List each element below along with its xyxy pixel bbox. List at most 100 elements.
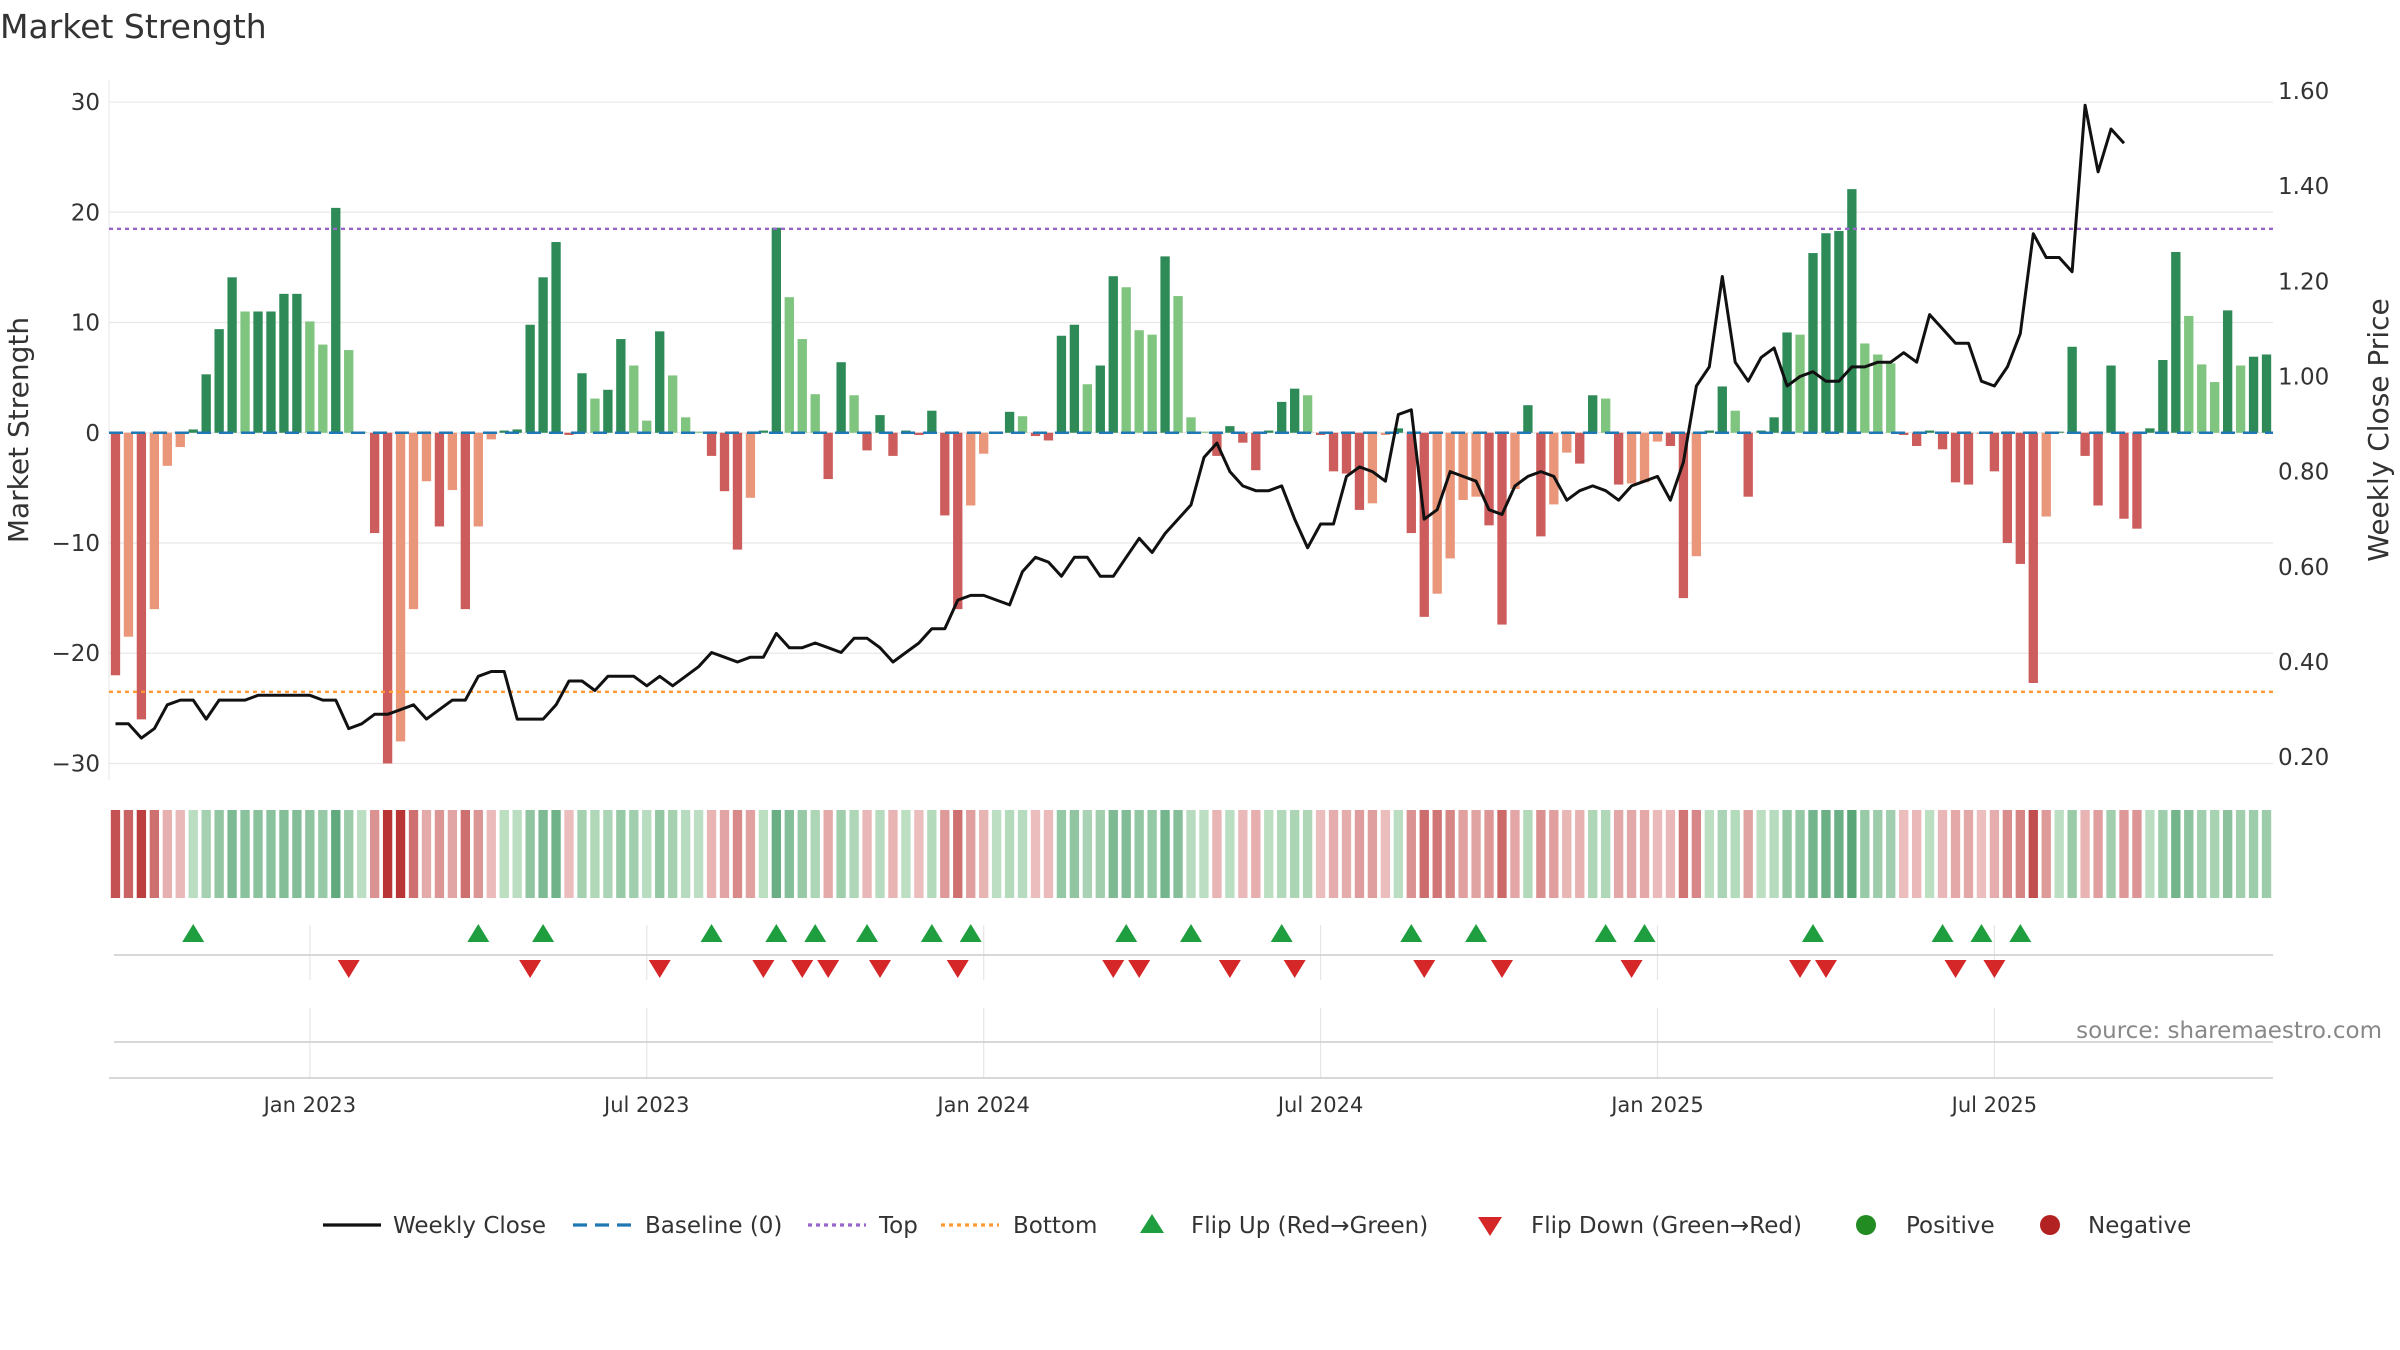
heat-cell [1004,810,1015,898]
heat-cell [2171,810,2181,898]
heat-cell [823,810,833,898]
left-tick-label: 30 [71,90,100,116]
strength-bar [2158,360,2168,433]
heat-cell [525,810,535,898]
heat-cell [629,810,639,898]
heat-cell [1626,810,1637,898]
strength-bar [1121,287,1131,433]
heat-cell [344,810,354,898]
strength-bar [1924,430,1935,433]
flip-markers-panel [114,924,2273,980]
heat-cell [1937,810,1948,898]
heat-cell [1056,810,1067,898]
strength-bar [2002,432,2013,543]
heat-cell [2184,810,2194,898]
heat-cell [408,810,419,898]
flip-up-marker [1270,924,1293,942]
heat-cell [1860,810,1870,898]
heat-cell [1782,810,1792,898]
heat-cell [668,810,678,898]
heat-cell [784,810,794,898]
heat-cell [512,810,522,898]
axes: 30 20 10 0 −10 −20 −30 1.60 1.40 1.20 1.00 0.80 0.60… [51,79,2329,1117]
strength-bar [1950,432,1961,483]
flip-down-marker [752,960,775,978]
strength-bar [2106,365,2116,433]
strength-bar [1678,432,1689,599]
right-tick-label: 1.60 [2278,79,2329,105]
heat-cell [1497,810,1507,898]
flip-up-marker [1594,924,1617,942]
heat-cell [1950,810,1961,898]
heat-cell [2093,810,2103,898]
heat-cell [1691,810,1702,898]
strength-bar [590,398,600,433]
strength-bar [1419,432,1429,617]
strength-bar [966,432,976,506]
strength-bar [227,277,237,433]
strength-bar [940,432,950,516]
heat-cell [421,810,432,898]
heat-cell [292,810,302,898]
strength-bar [1717,386,1727,433]
heat-cell [1989,810,2000,898]
flip-down-marker [817,960,840,978]
flip-down-marker [519,960,542,978]
flip-up-marker [1931,924,1954,942]
heat-cell [2015,810,2025,898]
heat-cell [1043,810,1054,898]
flip-up-marker [2009,924,2032,942]
strength-bar [1510,432,1520,489]
heat-cell [162,810,172,898]
flip-down-marker [1983,960,2006,978]
heat-cell [2106,810,2116,898]
right-tick-label: 1.00 [2278,364,2329,390]
heat-cell [2002,810,2013,898]
heat-cell [2119,810,2129,898]
strength-bar [1264,430,1274,433]
heat-cell [1069,810,1080,898]
strength-bar [1873,354,1883,433]
strength-bar [1406,432,1416,534]
strength-bar [1393,428,1403,433]
strength-bar [421,432,432,482]
strength-bar [538,277,548,433]
strength-bar [823,432,833,480]
left-tick-label: −20 [51,641,100,667]
heat-cell [1924,810,1935,898]
strength-bar [1963,432,1974,485]
heat-cell [1082,810,1093,898]
heat-cell [266,810,276,898]
heat-cell [1458,810,1468,898]
heat-cell [305,810,315,898]
heat-cell [1121,810,1131,898]
strength-bar [564,432,574,435]
strength-bar [1834,231,1844,433]
strength-bar [719,432,730,492]
strength-bar [1134,330,1144,433]
legend: Weekly Close Baseline (0) Top Bottom Flip Up… [323,1213,2191,1239]
strength-bar [240,311,250,433]
strength-bar [979,432,989,454]
strength-bar [1743,432,1753,497]
strength-bar [201,374,211,433]
heat-cell [564,810,574,898]
heat-cell [745,810,756,898]
heat-cell [227,810,237,898]
strength-bar [2080,432,2090,456]
heat-cell [849,810,859,898]
heat-cell [979,810,989,898]
heat-cell [1717,810,1727,898]
heat-cell [616,810,626,898]
heat-cell [382,810,393,898]
heat-cell [927,810,937,898]
strength-bar [1354,432,1365,510]
strength-bar [1691,432,1702,557]
strength-bar [162,432,172,466]
heat-cell [460,810,471,898]
strength-bar [1523,405,1533,433]
heat-cell [1160,810,1170,898]
strength-bar [2235,365,2246,433]
source-note: source: sharemaestro.com [2076,1018,2382,1044]
